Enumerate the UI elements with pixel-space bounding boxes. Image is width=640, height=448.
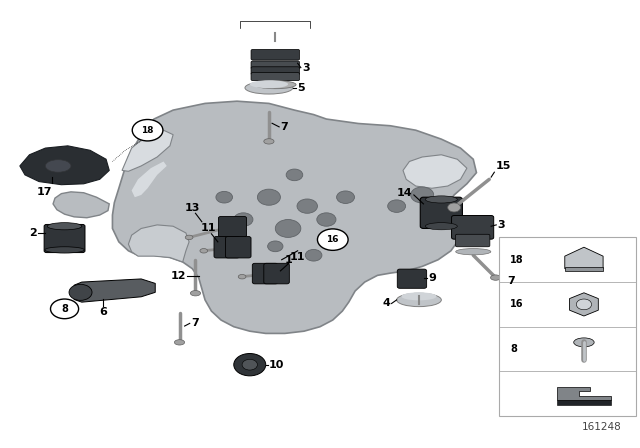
Text: 16: 16 <box>510 299 524 310</box>
Text: 12: 12 <box>170 271 186 281</box>
Circle shape <box>388 200 406 212</box>
Ellipse shape <box>250 80 288 88</box>
Circle shape <box>411 187 434 203</box>
Circle shape <box>234 353 266 376</box>
Text: 13: 13 <box>184 203 200 213</box>
Circle shape <box>51 299 79 319</box>
FancyBboxPatch shape <box>218 216 246 237</box>
Text: 8: 8 <box>510 344 517 354</box>
Ellipse shape <box>174 340 184 345</box>
Text: 3: 3 <box>302 63 310 73</box>
Circle shape <box>275 220 301 237</box>
Text: 3: 3 <box>497 220 505 230</box>
Text: 17: 17 <box>36 187 52 197</box>
Circle shape <box>297 199 317 213</box>
Ellipse shape <box>185 235 193 240</box>
Text: 7: 7 <box>191 319 199 328</box>
Bar <box>499 237 636 416</box>
Ellipse shape <box>490 275 500 280</box>
Circle shape <box>234 213 253 226</box>
Text: 4: 4 <box>382 298 390 309</box>
Circle shape <box>305 250 322 261</box>
Circle shape <box>448 203 461 212</box>
Ellipse shape <box>47 223 82 230</box>
Ellipse shape <box>45 159 71 172</box>
Circle shape <box>337 191 355 203</box>
FancyBboxPatch shape <box>420 197 463 228</box>
Circle shape <box>317 229 348 250</box>
Text: 2: 2 <box>29 228 37 238</box>
Text: 1: 1 <box>285 255 292 265</box>
Bar <box>557 401 611 405</box>
Circle shape <box>576 299 591 310</box>
Text: 11: 11 <box>289 252 305 262</box>
Polygon shape <box>557 388 611 400</box>
Circle shape <box>257 189 280 205</box>
Polygon shape <box>570 293 598 316</box>
Text: 18: 18 <box>141 126 154 135</box>
Ellipse shape <box>401 293 436 300</box>
FancyBboxPatch shape <box>251 73 300 81</box>
FancyBboxPatch shape <box>452 215 493 239</box>
Text: 18: 18 <box>510 255 524 265</box>
Ellipse shape <box>573 338 594 347</box>
Ellipse shape <box>255 81 296 89</box>
Bar <box>564 267 603 271</box>
FancyBboxPatch shape <box>251 61 300 69</box>
FancyBboxPatch shape <box>456 234 490 247</box>
Circle shape <box>216 191 232 203</box>
Circle shape <box>69 284 92 300</box>
Ellipse shape <box>456 249 491 255</box>
Ellipse shape <box>200 249 207 253</box>
Circle shape <box>242 359 257 370</box>
Text: 6: 6 <box>99 306 107 317</box>
Ellipse shape <box>190 291 200 296</box>
Text: 5: 5 <box>298 83 305 93</box>
FancyBboxPatch shape <box>252 263 278 284</box>
Ellipse shape <box>264 139 274 144</box>
Circle shape <box>268 241 283 252</box>
Text: 15: 15 <box>495 161 511 171</box>
FancyBboxPatch shape <box>397 269 427 289</box>
Polygon shape <box>74 279 156 302</box>
Polygon shape <box>129 225 189 262</box>
Text: 7: 7 <box>280 122 288 132</box>
Ellipse shape <box>397 293 442 306</box>
FancyBboxPatch shape <box>225 237 251 258</box>
Polygon shape <box>564 247 603 269</box>
Circle shape <box>132 120 163 141</box>
Text: 7: 7 <box>507 276 515 286</box>
Text: 161248: 161248 <box>582 422 621 432</box>
Text: 11: 11 <box>200 223 216 233</box>
Ellipse shape <box>45 247 84 253</box>
FancyBboxPatch shape <box>251 67 300 75</box>
Text: 8: 8 <box>61 304 68 314</box>
FancyBboxPatch shape <box>44 224 85 253</box>
FancyBboxPatch shape <box>264 263 289 284</box>
Text: 9: 9 <box>429 272 436 283</box>
Ellipse shape <box>426 196 458 203</box>
Text: 16: 16 <box>326 235 339 244</box>
Circle shape <box>286 169 303 181</box>
Polygon shape <box>53 192 109 218</box>
Polygon shape <box>20 146 109 185</box>
Polygon shape <box>403 155 467 188</box>
Text: 14: 14 <box>397 188 413 198</box>
Text: 10: 10 <box>269 360 284 370</box>
Ellipse shape <box>238 275 246 279</box>
Ellipse shape <box>245 82 293 94</box>
FancyBboxPatch shape <box>251 49 300 60</box>
Polygon shape <box>132 161 167 197</box>
FancyBboxPatch shape <box>214 237 239 258</box>
Polygon shape <box>122 130 173 171</box>
Circle shape <box>317 213 336 226</box>
Polygon shape <box>113 101 476 333</box>
Ellipse shape <box>426 223 458 230</box>
